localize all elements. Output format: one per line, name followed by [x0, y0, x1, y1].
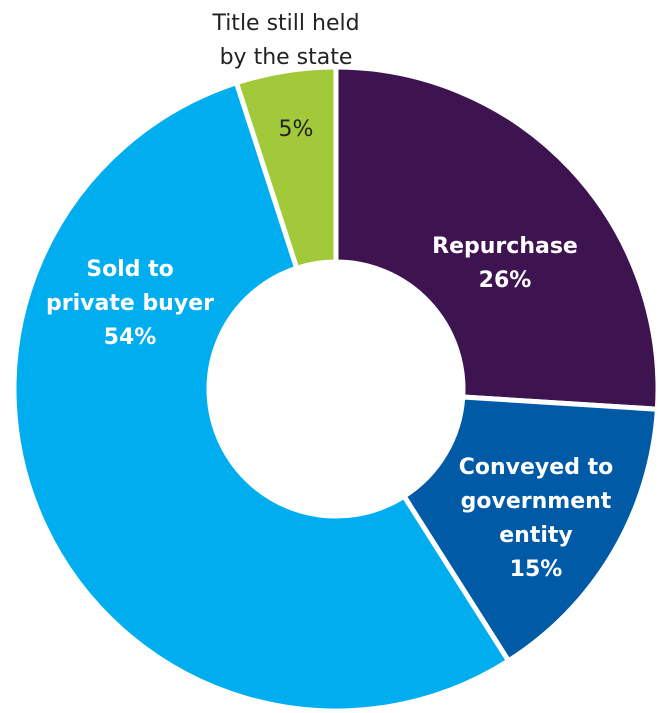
slice-label-line: 5% [279, 117, 314, 142]
slice-label-conveyed-to: Conveyed to government entity 15% [459, 455, 613, 582]
slice-repurchase [333, 64, 661, 412]
slice-label-line: Sold to [86, 257, 174, 282]
slice-label-line: Repurchase [432, 234, 578, 259]
slice-label-line: entity [499, 523, 573, 548]
slice-5 [233, 64, 339, 271]
slice-label-sold-to: Sold to private buyer 54% [46, 257, 214, 350]
slice-label-line: 54% [104, 325, 157, 350]
slice-label-line: 15% [510, 557, 563, 582]
slice-label-line: 26% [479, 268, 532, 293]
slice-sold-to [11, 80, 512, 713]
slice-label-line: private buyer [46, 291, 214, 316]
slice-label-line: Conveyed to [459, 455, 613, 480]
outside-label-title-still-held: Title still held by the state [211, 11, 359, 70]
outside-label-line: Title still held [211, 11, 359, 36]
outside-label-line: by the state [220, 45, 353, 70]
slice-label-5: 5% [279, 117, 314, 142]
slice-label-repurchase: Repurchase 26% [432, 234, 578, 293]
slice-label-line: government [461, 489, 612, 514]
